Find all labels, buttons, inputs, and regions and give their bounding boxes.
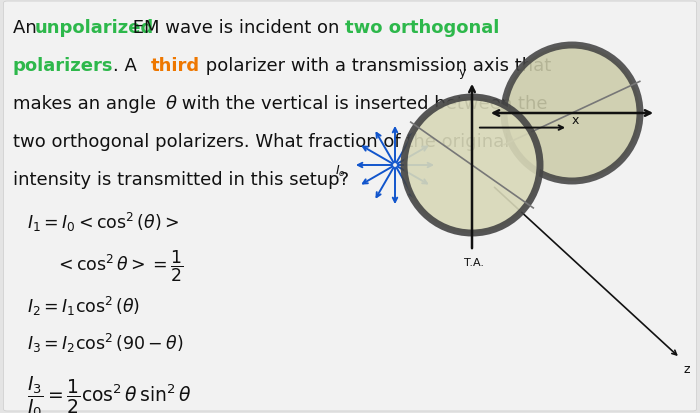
- Text: $I_1 = I_0 <\cos^2(\theta)>$: $I_1 = I_0 <\cos^2(\theta)>$: [27, 211, 178, 234]
- Text: θ: θ: [165, 95, 176, 112]
- Text: two orthogonal polarizers. What fraction of the original: two orthogonal polarizers. What fraction…: [13, 133, 509, 150]
- FancyBboxPatch shape: [4, 2, 696, 411]
- Ellipse shape: [404, 98, 540, 233]
- Text: two orthogonal: two orthogonal: [345, 19, 500, 36]
- Text: $I_2 = I_1\cos^2(\theta)$: $I_2 = I_1\cos^2(\theta)$: [27, 294, 140, 317]
- Text: $I_3 = I_2\cos^2(90-\theta)$: $I_3 = I_2\cos^2(90-\theta)$: [27, 331, 183, 354]
- Text: . A: . A: [113, 57, 142, 74]
- Text: with the vertical is inserted between the: with the vertical is inserted between th…: [176, 95, 548, 112]
- Text: x: x: [572, 113, 580, 126]
- Text: intensity is transmitted in this setup?: intensity is transmitted in this setup?: [13, 171, 349, 188]
- Ellipse shape: [504, 46, 640, 182]
- Text: polarizers: polarizers: [13, 57, 113, 74]
- Text: T.A.: T.A.: [464, 257, 484, 267]
- Text: third: third: [150, 57, 200, 74]
- Text: $I_o$: $I_o$: [335, 163, 345, 178]
- Text: unpolarized: unpolarized: [34, 19, 153, 36]
- Text: y: y: [458, 66, 466, 79]
- Text: makes an angle: makes an angle: [13, 95, 161, 112]
- Text: polarizer with a transmission axis that: polarizer with a transmission axis that: [199, 57, 551, 74]
- Text: An: An: [13, 19, 42, 36]
- Text: $<\cos^2\theta> = \dfrac{1}{2}$: $<\cos^2\theta> = \dfrac{1}{2}$: [55, 248, 183, 283]
- Text: $\dfrac{I_3}{I_0} = \dfrac{1}{2}\cos^2\theta\,\sin^2\theta$: $\dfrac{I_3}{I_0} = \dfrac{1}{2}\cos^2\t…: [27, 373, 191, 413]
- Text: z: z: [684, 362, 690, 375]
- Text: EM wave is incident on: EM wave is incident on: [127, 19, 345, 36]
